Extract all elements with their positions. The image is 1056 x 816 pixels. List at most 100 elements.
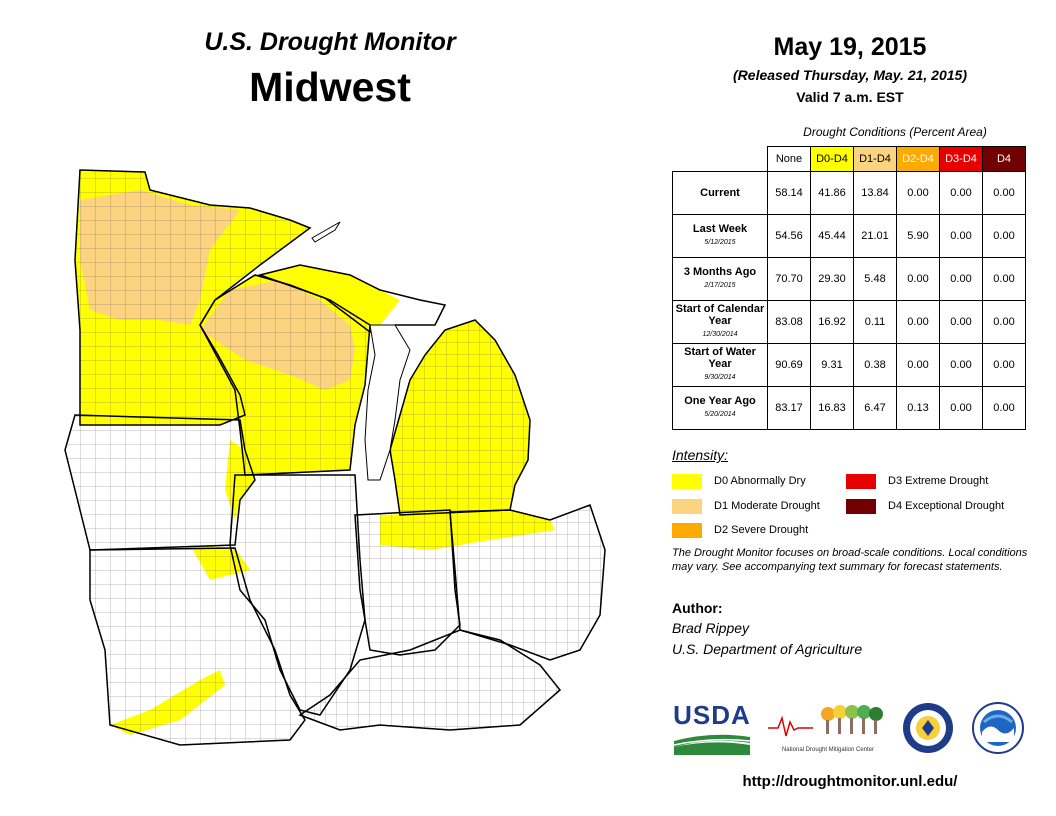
row-date: 2/17/2015 (704, 282, 736, 289)
table-cell: 0.00 (939, 386, 983, 430)
table-cell: 0.00 (896, 343, 940, 387)
legend-label: D0 Abnormally Dry (714, 475, 806, 487)
row-date: 5/20/2014 (704, 411, 736, 418)
table-cell: 0.00 (982, 214, 1026, 258)
table-cell: 0.00 (982, 386, 1026, 430)
table-cell: 6.47 (853, 386, 897, 430)
noaa-seal-icon (972, 702, 1024, 754)
usda-logo-text: USDA (673, 700, 751, 730)
table-cell: 70.70 (767, 257, 811, 301)
row-label-text: Current (700, 187, 740, 199)
table-cell: 0.00 (896, 171, 940, 215)
row-date: 12/30/2014 (702, 331, 738, 338)
table-cell: 0.13 (896, 386, 940, 430)
table-cell: 90.69 (767, 343, 811, 387)
legend-label: D1 Moderate Drought (714, 500, 820, 512)
county-lines (65, 170, 605, 745)
region-title: Midwest (249, 64, 411, 110)
valid-time: Valid 7 a.m. EST (796, 89, 904, 105)
row-label-text: Start of Calendar Year (675, 303, 765, 327)
legend-item: D4 Exceptional Drought (846, 498, 1004, 514)
table-cell: 54.56 (767, 214, 811, 258)
table-cell: 0.00 (939, 343, 983, 387)
row-label-text: One Year Ago (684, 395, 756, 407)
table-cell: 29.30 (810, 257, 854, 301)
column-header: D1-D4 (853, 146, 897, 172)
table-cell: 0.00 (939, 300, 983, 344)
drought-conditions-table: None D0-D4 D1-D4 D2-D4 D3-D4 D4 Current 5… (672, 146, 1026, 430)
usda-logo: USDA (672, 700, 752, 755)
table-row: Last Week 5/12/2015 54.56 45.44 21.01 5.90 0.0… (672, 214, 1026, 258)
legend-swatch (672, 522, 702, 538)
table-cell: 58.14 (767, 171, 811, 215)
table-row: Start of Water Year 9/30/2014 90.69 9.31 0.3… (672, 343, 1026, 387)
author-organization: U.S. Department of Agriculture (672, 641, 863, 657)
disclaimer-note: The Drought Monitor focuses on broad-sca… (672, 547, 1028, 573)
table-cell: 21.01 (853, 214, 897, 258)
table-cell: 0.00 (939, 257, 983, 301)
doc-seal-logo (902, 702, 954, 759)
table-cell: 16.92 (810, 300, 854, 344)
column-header: None (767, 146, 811, 172)
table-row: Current 58.14 41.86 13.84 0.00 0.00 0.00 (672, 171, 1026, 215)
table-cell: 0.00 (939, 214, 983, 258)
row-date: 5/12/2015 (704, 239, 736, 246)
commerce-seal-icon (903, 703, 953, 753)
ndmc-logo-text: National Drought Mitigation Center (781, 747, 875, 753)
row-label-text: Last Week (692, 223, 748, 235)
row-label: Start of Water Year 9/30/2014 (672, 343, 768, 387)
legend-title: Intensity: (672, 447, 729, 463)
row-date: 9/30/2014 (704, 374, 736, 381)
table-row: One Year Ago 5/20/2014 83.17 16.83 6.47 0.13 0… (672, 386, 1026, 430)
legend-label: D2 Severe Drought (714, 524, 809, 536)
released-date: (Released Thursday, May. 21, 2015) (733, 67, 967, 83)
table-cell: 5.48 (853, 257, 897, 301)
table-cell: 0.00 (896, 300, 940, 344)
table-cell: 0.38 (853, 343, 897, 387)
lake-michigan (364, 324, 411, 481)
column-header: D2-D4 (896, 146, 940, 172)
table-cell: 0.00 (982, 300, 1026, 344)
state-borders (64, 169, 606, 746)
usda-field-icon (673, 734, 751, 755)
table-cell: 16.83 (810, 386, 854, 430)
drought-map (64, 169, 606, 746)
author-heading: Author: (672, 600, 723, 616)
row-label-text: Start of Water Year (684, 346, 756, 370)
legend-item: D1 Moderate Drought (672, 498, 820, 514)
table-cell: 45.44 (810, 214, 854, 258)
table-row: Start of Calendar Year 12/30/2014 83.08 16.… (672, 300, 1026, 344)
table-row: 3 Months Ago 2/17/2015 70.70 29.30 5.48 0.00 0… (672, 257, 1026, 301)
table-cell: 5.90 (896, 214, 940, 258)
legend-item: D2 Severe Drought (672, 522, 808, 538)
table-header-row: None D0-D4 D1-D4 D2-D4 D3-D4 D4 (673, 146, 1026, 172)
table-cell: 13.84 (853, 171, 897, 215)
table-cell: 0.11 (853, 300, 897, 344)
table-cell: 0.00 (982, 343, 1026, 387)
table-cell: 41.86 (810, 171, 854, 215)
table-corner (673, 147, 768, 172)
row-label-text: 3 Months Ago (683, 266, 757, 278)
row-label: Start of Calendar Year 12/30/2014 (672, 300, 768, 344)
table-cell: 83.17 (767, 386, 811, 430)
ndmc-icon (768, 705, 883, 737)
legend-item: D0 Abnormally Dry (672, 473, 806, 489)
table-cell: 0.00 (896, 257, 940, 301)
column-header: D3-D4 (939, 146, 983, 172)
legend-label: D4 Exceptional Drought (888, 500, 1005, 512)
legend-label: D3 Extreme Drought (888, 475, 989, 487)
table-cell: 0.00 (982, 171, 1026, 215)
map-date: May 19, 2015 (773, 33, 927, 61)
table-cell: 0.00 (939, 171, 983, 215)
map-title: U.S. Drought Monitor (204, 28, 456, 56)
legend-item: D3 Extreme Drought (846, 473, 988, 489)
column-header: D4 (982, 146, 1026, 172)
legend-swatch (672, 473, 702, 489)
author-name: Brad Rippey (672, 620, 750, 636)
website-url[interactable]: http://droughtmonitor.unl.edu/ (742, 773, 958, 790)
column-header: D0-D4 (810, 146, 854, 172)
legend-swatch (672, 498, 702, 514)
row-label: Last Week 5/12/2015 (672, 214, 768, 258)
legend-swatch (846, 473, 876, 489)
table-cell: 9.31 (810, 343, 854, 387)
